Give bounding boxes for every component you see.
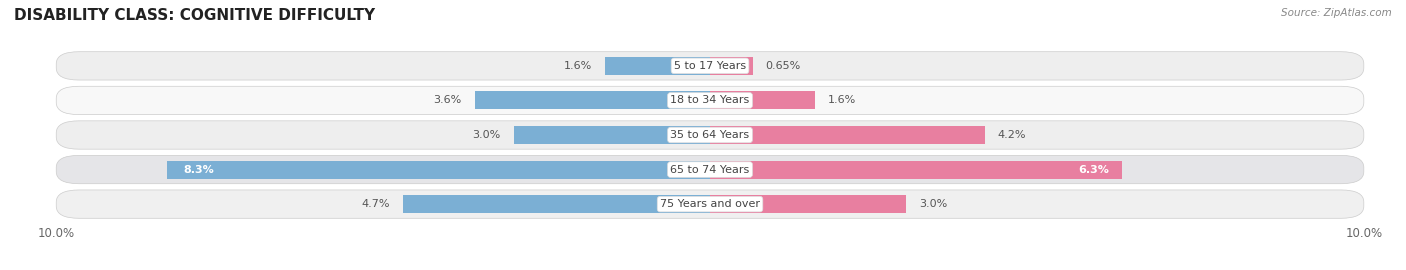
Text: 65 to 74 Years: 65 to 74 Years: [671, 164, 749, 175]
Text: 8.3%: 8.3%: [184, 164, 215, 175]
Text: 4.7%: 4.7%: [361, 199, 389, 209]
Text: 75 Years and over: 75 Years and over: [659, 199, 761, 209]
Text: 3.0%: 3.0%: [920, 199, 948, 209]
Bar: [710, 126, 984, 144]
Bar: [475, 92, 710, 109]
Bar: [710, 161, 1122, 178]
Text: 3.6%: 3.6%: [433, 95, 461, 106]
Text: 1.6%: 1.6%: [564, 61, 592, 71]
FancyBboxPatch shape: [56, 86, 1364, 114]
FancyBboxPatch shape: [56, 190, 1364, 218]
Bar: [710, 92, 814, 109]
FancyBboxPatch shape: [56, 156, 1364, 184]
Text: Source: ZipAtlas.com: Source: ZipAtlas.com: [1281, 8, 1392, 18]
Bar: [710, 195, 905, 213]
Text: 18 to 34 Years: 18 to 34 Years: [671, 95, 749, 106]
Text: 5 to 17 Years: 5 to 17 Years: [673, 61, 747, 71]
Bar: [167, 161, 710, 178]
FancyBboxPatch shape: [56, 121, 1364, 149]
Text: 0.65%: 0.65%: [766, 61, 801, 71]
Text: 6.3%: 6.3%: [1078, 164, 1109, 175]
Bar: [710, 57, 752, 75]
Text: 1.6%: 1.6%: [828, 95, 856, 106]
Bar: [515, 126, 710, 144]
Text: DISABILITY CLASS: COGNITIVE DIFFICULTY: DISABILITY CLASS: COGNITIVE DIFFICULTY: [14, 8, 375, 23]
Bar: [402, 195, 710, 213]
FancyBboxPatch shape: [56, 52, 1364, 80]
Text: 35 to 64 Years: 35 to 64 Years: [671, 130, 749, 140]
Bar: [606, 57, 710, 75]
Text: 4.2%: 4.2%: [998, 130, 1026, 140]
Text: 3.0%: 3.0%: [472, 130, 501, 140]
